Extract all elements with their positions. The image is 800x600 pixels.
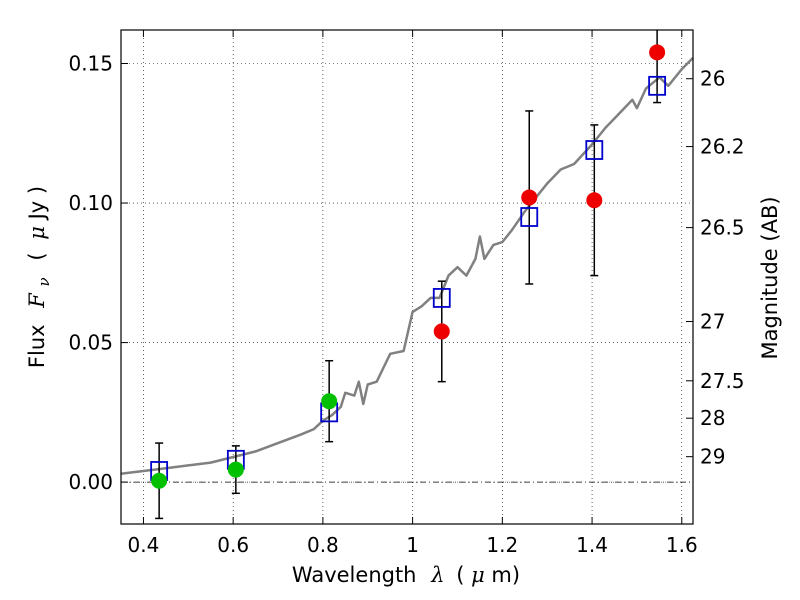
model-photometry-square	[648, 75, 667, 96]
x-tick-label: 1	[406, 533, 419, 557]
x-axis-label-text: Wavelength	[292, 563, 417, 587]
y2-tick-label: 26	[700, 67, 725, 91]
y-axis-label: Flux F ν ( μ Jy )	[25, 186, 54, 368]
model-photometry-square	[585, 140, 604, 160]
y2-tick-label: 29	[700, 445, 725, 469]
model-photometry-square	[520, 207, 539, 227]
plot-frame	[120, 29, 694, 525]
y2-tick-label: 28	[700, 406, 725, 430]
x-tick-label: 0.4	[128, 533, 160, 557]
observed-flux-point	[151, 472, 168, 489]
y-axis-label-text: Flux	[25, 324, 49, 368]
y-axis-label-unit-open: (	[25, 252, 49, 260]
axis-ticks: 0.4 0.6 0.8 1 1.2 1.4 1.6 0.00 0.05 0.10 0.15 26 26.…	[68, 30, 745, 557]
y2-tick-label: 26.2	[700, 135, 745, 159]
y2-tick-label: 27.5	[700, 369, 745, 393]
y2-tick-label: 27	[700, 310, 725, 334]
model-photometry-square	[432, 288, 451, 308]
observed-flux-point	[433, 323, 450, 340]
y-tick-label: 0.15	[68, 51, 113, 75]
y-axis-label-symbol: F	[25, 292, 49, 309]
observed-flux-point	[649, 44, 666, 61]
x-axis-label-unit-open: (	[456, 563, 464, 587]
x-tick-label: 1.6	[666, 533, 698, 557]
model-spectrum-line	[120, 57, 694, 476]
x-tick-label: 0.8	[307, 533, 339, 557]
y-tick-label: 0.10	[68, 191, 113, 215]
observed-flux-point	[586, 192, 603, 209]
x-axis-label-unit-mu: μ	[471, 563, 485, 587]
x-axis-label-symbol: λ	[430, 563, 444, 587]
y2-axis-label: Magnitude (AB)	[758, 196, 782, 359]
x-axis-label: Wavelength λ ( μ m)	[292, 563, 520, 587]
y2-tick-label: 26.5	[700, 216, 745, 240]
y-axis-label-unit-mu: μ	[25, 226, 49, 240]
x-tick-label: 1.4	[576, 533, 608, 557]
marker-layer	[150, 44, 667, 489]
x-tick-label: 1.2	[486, 533, 518, 557]
y-tick-label: 0.05	[68, 331, 113, 355]
x-axis-label-unit-rest: m)	[491, 563, 520, 587]
observed-flux-point	[227, 461, 244, 478]
observed-flux-point	[321, 393, 338, 410]
y-axis-label-subscript: ν	[35, 277, 53, 286]
y-axis-label-unit-rest: Jy )	[25, 186, 49, 222]
model-spectrum-layer	[120, 57, 694, 476]
observed-flux-point	[521, 189, 538, 206]
x-tick-label: 0.6	[217, 533, 249, 557]
y-tick-label: 0.00	[68, 470, 113, 494]
